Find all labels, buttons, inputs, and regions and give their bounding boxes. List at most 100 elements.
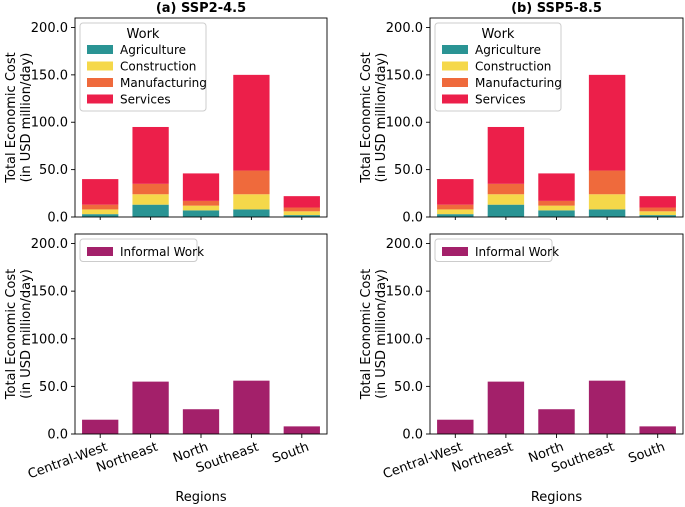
bar-agriculture-north [182,210,220,217]
bar-services-southeast [233,74,270,171]
bar-agriculture-south [283,215,320,217]
bar-services-northeast [132,126,169,184]
x-axis-label: Regions [531,490,583,505]
bar-services-north [538,173,575,201]
legend-swatch [87,78,113,87]
y-tick-label: 0.0 [402,428,423,443]
y-tick-label: 100.0 [31,116,68,131]
chart-panel-top-right: 0.0 50.0 100.0 150.0 200.0 Total Economic Cos… [359,1,684,226]
bar-manufacturing-north [538,200,575,206]
y-tick-label: 0.0 [47,428,68,443]
chart-panel-bottom-right: 0.0 50.0 100.0 150.0 200.0 Total Economic Cos… [359,233,684,505]
bar-agriculture-northeast [132,204,169,217]
legend-swatch [442,45,468,54]
bar-services-central-west [437,179,474,205]
bar-agriculture-north [538,210,575,217]
bar-construction-northeast [487,194,525,205]
legend-swatch [442,61,468,71]
y-tick-label: 100.0 [386,116,423,131]
x-axis-label: Regions [175,490,227,505]
bar-informal-work-north [182,409,220,434]
legend-swatch [87,45,113,54]
chart-title: (b) SSP5-8.5 [511,1,602,16]
bar-manufacturing-south [639,207,676,212]
bar-manufacturing-central-west [437,204,474,210]
legend-title: Work [482,27,515,42]
bar-informal-work-southeast [233,380,270,434]
legend-label: Informal Work [120,245,204,259]
bar-construction-north [538,205,575,211]
y-tick-label: 100.0 [31,332,68,347]
chart-title: (a) SSP2-4.5 [156,1,246,16]
y-tick-label: 50.0 [394,380,423,395]
bar-construction-south [283,211,320,216]
bar-informal-work-central-west [437,419,474,434]
legend-label: Informal Work [475,245,559,259]
y-tick-label: 50.0 [39,380,68,395]
y-tick-label: 150.0 [31,68,68,83]
legend-label: Agriculture [475,43,541,57]
legend-swatch [87,94,113,104]
y-tick-label: 0.0 [47,211,68,226]
y-tick-label: 200.0 [386,237,423,252]
y-tick-label: 50.0 [39,163,68,178]
y-axis-label-line: (in USD million/day) [19,53,34,183]
bar-agriculture-southeast [588,209,626,217]
bar-services-northeast [487,126,525,184]
legend-label: Construction [120,60,196,74]
bar-informal-work-south [639,426,676,434]
y-tick-label: 200.0 [31,237,68,252]
legend-swatch [87,247,113,256]
bar-manufacturing-south [283,207,320,212]
bar-agriculture-south [639,215,676,217]
bar-manufacturing-southeast [233,170,270,195]
bar-construction-south [639,211,676,216]
bar-informal-work-southeast [588,380,626,434]
bar-services-central-west [82,179,119,205]
y-axis-label-line: Total Economic Cost [359,269,374,400]
plot-frame [429,233,684,435]
y-axis-label-line: (in USD million/day) [19,269,34,399]
y-tick-label: 150.0 [31,285,68,300]
bar-construction-central-west [82,209,119,215]
y-axis-label-line: Total Economic Cost [4,269,19,400]
bar-construction-north [182,205,220,211]
legend-label: Agriculture [120,43,186,57]
x-tick-label: South [626,440,667,467]
bar-informal-work-northeast [487,381,525,434]
bar-services-south [283,196,320,208]
bar-agriculture-central-west [82,214,119,217]
bar-services-south [639,196,676,208]
legend-swatch [442,94,468,104]
legend-label: Construction [475,60,551,74]
legend-swatch [87,61,113,71]
legend-label: Manufacturing [475,76,562,90]
y-axis-label: Total Economic Cost(in USD million/day) [359,52,389,183]
y-axis-label: Total Economic Cost(in USD million/day) [4,52,34,183]
bar-agriculture-northeast [487,204,525,217]
bar-construction-southeast [233,194,270,210]
y-axis-label-line: Total Economic Cost [359,52,374,183]
y-tick-label: 150.0 [386,68,423,83]
y-tick-label: 200.0 [31,21,68,36]
bar-services-north [182,173,220,201]
y-axis-label-line: Total Economic Cost [4,52,19,183]
y-axis-label-line: (in USD million/day) [374,53,389,183]
chart-panel-top-left: 0.0 50.0 100.0 150.0 200.0 Total Economic Cos… [4,1,328,226]
legend-label: Manufacturing [120,76,207,90]
legend-swatch [442,247,468,256]
bar-manufacturing-central-west [82,204,119,210]
x-tick-label: South [271,440,312,467]
bar-construction-southeast [588,194,626,210]
y-tick-label: 50.0 [394,163,423,178]
bar-informal-work-central-west [82,419,119,434]
bar-construction-central-west [437,209,474,215]
bar-manufacturing-northeast [132,183,169,195]
y-tick-label: 200.0 [386,21,423,36]
y-axis-label: Total Economic Cost(in USD million/day) [4,269,34,400]
bar-agriculture-central-west [437,214,474,217]
bar-manufacturing-southeast [588,170,626,195]
bar-construction-northeast [132,194,169,205]
bar-informal-work-south [283,426,320,434]
